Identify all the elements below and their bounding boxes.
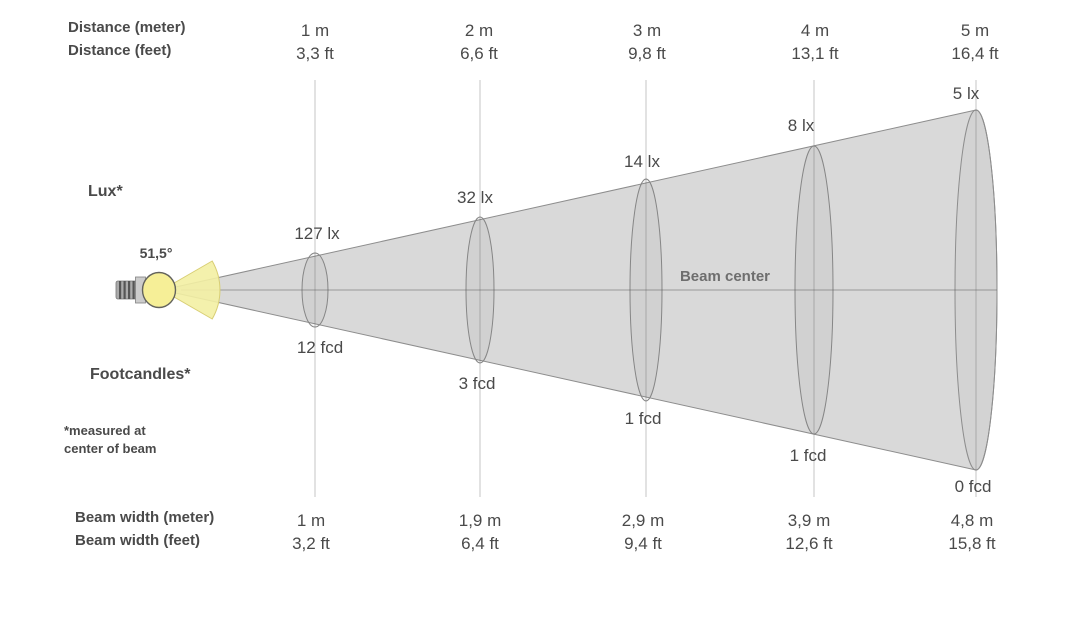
beam-width-column-1m: 1 m 3,2 ft <box>292 509 330 555</box>
distance-ft-value: 6,6 ft <box>460 44 498 63</box>
row-header-lux: Lux* <box>88 183 123 200</box>
row-header-distance-feet: Distance (feet) <box>68 42 172 59</box>
bulb-globe <box>141 271 177 309</box>
beam-width-ft-value: 12,6 ft <box>785 534 833 553</box>
beam-width-ft-value: 9,4 ft <box>624 534 662 553</box>
beam-width-m-value: 4,8 m <box>950 511 994 530</box>
distance-column-5m: 5 m 16,4 ft <box>951 19 998 65</box>
bulb-screw-thread <box>128 281 131 299</box>
bulb-screw-thread <box>132 281 135 299</box>
measurement-footnote-line2: center of beam <box>64 441 157 456</box>
lux-value-4m: 8 lx <box>787 116 815 135</box>
beam-width-column-3m: 2,9 m 9,4 ft <box>622 509 665 555</box>
beam-width-ft-value: 15,8 ft <box>948 534 996 553</box>
bulb-screw-thread <box>119 281 122 299</box>
light-rays-fan-icon <box>161 260 221 320</box>
footcandles-value-1m: 12 fcd <box>296 338 344 357</box>
footcandles-value-2m: 3 fcd <box>458 374 496 393</box>
footcandles-value-3m: 1 fcd <box>624 409 662 428</box>
row-header-distance-meter: Distance (meter) <box>68 19 186 36</box>
row-header-beam-width-feet: Beam width (feet) <box>75 532 201 549</box>
measurement-footnote: *measured at center of beam <box>64 422 156 458</box>
beam-width-m-value: 1,9 m <box>458 511 502 530</box>
row-header-beam-width-meter: Beam width (meter) <box>75 509 215 526</box>
distance-m-value: 1 m <box>300 21 330 40</box>
distance-column-4m: 4 m 13,1 ft <box>791 19 838 65</box>
beam-width-m-value: 1 m <box>296 511 326 530</box>
beam-width-column-4m: 3,9 m 12,6 ft <box>785 509 832 555</box>
lux-value-5m: 5 lx <box>952 84 980 103</box>
beam-width-m-value: 2,9 m <box>621 511 665 530</box>
beam-center-label: Beam center <box>679 268 771 285</box>
beam-width-ft-value: 6,4 ft <box>461 534 499 553</box>
distance-m-value: 2 m <box>464 21 494 40</box>
footcandles-value-5m: 0 fcd <box>954 477 992 496</box>
light-bulb-icon <box>115 271 177 309</box>
beam-angle-label: 51,5° <box>139 245 173 261</box>
beam-width-column-5m: 4,8 m 15,8 ft <box>948 509 995 555</box>
beam-width-ft-value: 3,2 ft <box>292 534 330 553</box>
row-header-footcandles: Footcandles* <box>90 366 191 383</box>
distance-column-3m: 3 m 9,8 ft <box>628 19 666 65</box>
distance-column-1m: 1 m 3,3 ft <box>296 19 334 65</box>
distance-ft-value: 16,4 ft <box>951 44 999 63</box>
beam-width-column-2m: 1,9 m 6,4 ft <box>459 509 502 555</box>
distance-m-value: 5 m <box>960 21 990 40</box>
lux-value-2m: 32 lx <box>457 188 493 207</box>
footcandles-value-4m: 1 fcd <box>789 446 827 465</box>
distance-ft-value: 9,8 ft <box>628 44 666 63</box>
measurement-footnote-line1: *measured at <box>64 423 146 438</box>
distance-ft-value: 13,1 ft <box>791 44 839 63</box>
lux-value-1m: 127 lx <box>294 224 340 243</box>
distance-column-2m: 2 m 6,6 ft <box>460 19 498 65</box>
distance-m-value: 3 m <box>632 21 662 40</box>
beam-width-m-value: 3,9 m <box>787 511 831 530</box>
distance-ft-value: 3,3 ft <box>296 44 334 63</box>
lux-value-3m: 14 lx <box>624 152 660 171</box>
bulb-screw-thread <box>123 281 126 299</box>
distance-m-value: 4 m <box>800 21 830 40</box>
